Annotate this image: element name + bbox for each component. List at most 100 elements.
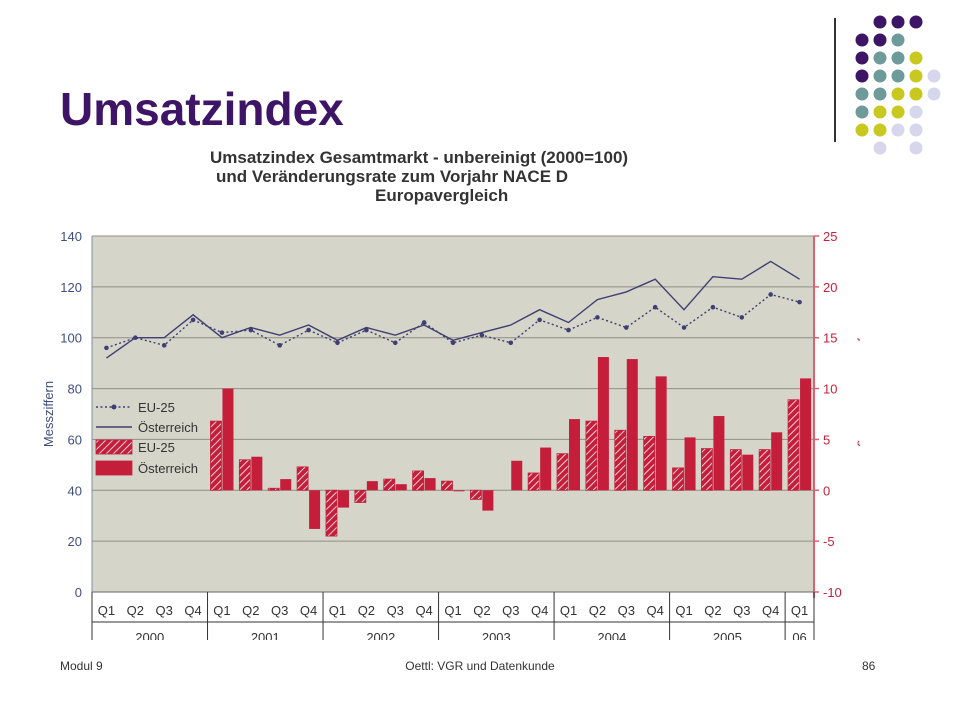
x-tick-label: Q3 <box>156 603 173 618</box>
bar-oesterreich <box>482 490 494 511</box>
x-tick-label: Q1 <box>329 603 346 618</box>
point-eu25 <box>479 332 485 338</box>
bar-oesterreich <box>309 490 321 529</box>
legend-bar-eu25-swatch <box>95 439 133 455</box>
point-eu25 <box>161 343 167 348</box>
point-eu25 <box>248 327 254 333</box>
bar-oesterreich <box>366 481 378 491</box>
point-eu25 <box>710 304 716 310</box>
y-tick-label-left: 0 <box>75 585 82 600</box>
decorative-dot <box>873 69 887 83</box>
chart-title-line-2: und Veränderungsrate zum Vorjahr NACE D <box>216 167 569 186</box>
decorative-dot <box>855 123 869 137</box>
point-eu25 <box>219 330 225 335</box>
y-tick-label-left: 120 <box>60 280 82 295</box>
x-tick-label: Q2 <box>242 603 259 618</box>
x-year-label: 2002 <box>366 630 395 640</box>
legend-line-eu25-label: EU-25 <box>138 400 175 415</box>
x-tick-label: Q1 <box>791 603 808 618</box>
x-year-label: 2000 <box>135 630 164 640</box>
bar-eu25 <box>296 466 309 491</box>
bar-eu25 <box>614 429 627 491</box>
point-eu25 <box>104 345 109 351</box>
point-eu25 <box>739 315 745 320</box>
y-tick-label-left: 140 <box>60 229 82 244</box>
x-tick-label: Q1 <box>560 603 577 618</box>
bar-oesterreich <box>395 484 407 491</box>
bar-eu25 <box>210 420 222 491</box>
decorative-dot <box>891 69 905 83</box>
bar-oesterreich <box>626 359 638 491</box>
point-eu25 <box>421 320 427 325</box>
y-tick-label-left: 20 <box>68 534 82 549</box>
bar-oesterreich <box>511 460 523 491</box>
y-tick-label-right: 10 <box>823 382 837 397</box>
bar-oesterreich <box>540 447 552 491</box>
decorative-dot <box>927 69 941 83</box>
legend-bar-oesterreich-label: Österreich <box>138 461 198 476</box>
decorative-dot <box>909 105 923 119</box>
vertical-divider <box>834 18 836 142</box>
decorative-dot <box>909 51 923 65</box>
decorative-dot <box>909 141 923 155</box>
decorative-dot <box>855 51 869 65</box>
bar-eu25 <box>758 449 771 491</box>
plot-area <box>92 236 814 592</box>
point-eu25 <box>537 317 542 323</box>
x-tick-label: Q2 <box>589 603 606 618</box>
decorative-dot <box>909 123 923 137</box>
decorative-dot <box>909 15 923 29</box>
line-oesterreich <box>105 260 800 359</box>
bar-eu25 <box>469 489 482 500</box>
bar-eu25 <box>354 489 367 503</box>
footer-page-number: 86 <box>862 659 876 673</box>
bar-oesterreich <box>597 357 609 491</box>
point-eu25 <box>306 327 311 333</box>
decorative-dot <box>855 105 869 119</box>
y-tick-label-left: 80 <box>68 382 82 397</box>
decorative-dot <box>873 15 887 29</box>
x-tick-label: Q3 <box>502 603 519 618</box>
footer-module: Modul 9 <box>60 659 103 673</box>
point-eu25 <box>623 325 629 330</box>
bar-eu25 <box>267 487 280 491</box>
point-eu25 <box>190 317 196 323</box>
legend-bar-oesterreich-swatch <box>95 460 133 476</box>
decorative-dot <box>891 15 905 29</box>
y-tick-label-right: 25 <box>823 229 837 244</box>
decorative-dot <box>891 51 905 65</box>
x-tick-label: Q4 <box>531 603 548 618</box>
bar-oesterreich <box>655 376 667 491</box>
y-tick-label-left: 100 <box>60 331 82 346</box>
x-tick-label: Q1 <box>98 603 115 618</box>
bar-oesterreich <box>771 432 783 491</box>
bar-eu25 <box>556 453 569 491</box>
decorative-dot <box>891 33 905 47</box>
x-year-label: 06 <box>792 630 806 640</box>
point-eu25 <box>681 325 687 330</box>
decorative-dot <box>891 123 905 137</box>
decorative-dot <box>873 87 887 101</box>
x-tick-label: Q3 <box>387 603 404 618</box>
x-tick-label: Q4 <box>184 603 201 618</box>
decorative-dot <box>873 141 887 155</box>
legend-line-eu25-marker <box>111 404 117 410</box>
bar-oesterreich <box>742 454 754 491</box>
y-tick-label-right: 0 <box>823 483 830 498</box>
point-eu25 <box>566 327 571 333</box>
bar-eu25 <box>787 399 800 491</box>
point-eu25 <box>652 304 658 310</box>
x-tick-label: Q1 <box>444 603 461 618</box>
x-year-label: 2005 <box>713 630 742 640</box>
bar-eu25 <box>643 435 656 491</box>
decorative-dot <box>873 33 887 47</box>
legend-bar-eu25-label: EU-25 <box>138 440 175 455</box>
x-tick-label: Q3 <box>733 603 750 618</box>
bar-eu25 <box>325 489 338 537</box>
bar-eu25 <box>527 472 540 491</box>
x-year-label: 2003 <box>482 630 511 640</box>
bar-oesterreich <box>337 490 349 508</box>
decorative-dot-grid <box>855 15 941 155</box>
bar-oesterreich <box>569 419 581 491</box>
bar-eu25 <box>701 448 713 491</box>
